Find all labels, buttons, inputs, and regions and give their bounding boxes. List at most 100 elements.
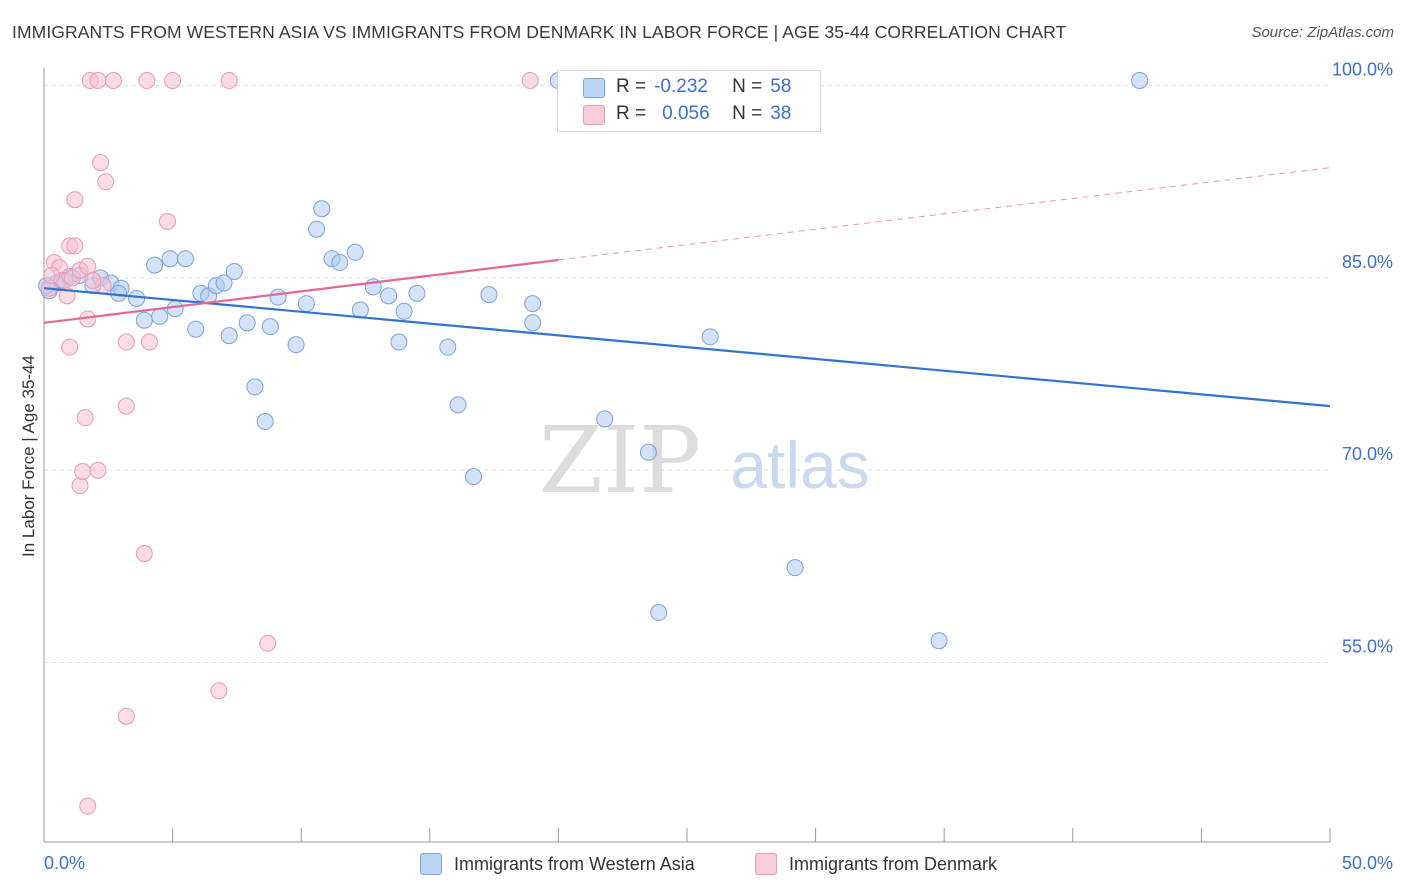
point-denmark [92, 154, 110, 172]
bottom-legend-western-asia: Immigrants from Western Asia [420, 851, 695, 877]
point-western-asia [146, 256, 164, 274]
point-denmark [117, 333, 135, 351]
watermark-zip: ZIP [539, 407, 701, 514]
legend-n-label: N = [732, 76, 763, 97]
point-western-asia [1131, 72, 1149, 90]
trendline-western-asia [43, 287, 1331, 408]
point-western-asia [449, 396, 467, 414]
point-denmark [210, 682, 228, 700]
point-western-asia [524, 295, 542, 313]
x-tick-label: 0.0% [44, 853, 85, 873]
point-western-asia [110, 284, 128, 302]
data-points [38, 72, 1149, 815]
y-tick-label: 85.0% [1342, 252, 1393, 272]
point-western-asia [261, 318, 279, 336]
point-denmark [117, 397, 135, 415]
legend-r-value: 0.056 [662, 103, 710, 124]
point-denmark [76, 409, 94, 427]
point-western-asia [701, 328, 719, 346]
point-western-asia [246, 378, 264, 396]
legend-r-label: R = [616, 76, 647, 97]
legend-swatch-pink [583, 105, 605, 125]
point-western-asia [161, 250, 179, 268]
point-denmark [58, 287, 76, 305]
point-denmark [97, 173, 115, 191]
legend-row-western-asia: R = -0.232 N = 58 [583, 75, 792, 99]
point-western-asia [390, 333, 408, 351]
point-western-asia [151, 307, 169, 325]
zipatlas-watermark: ZIP atlas [539, 407, 870, 514]
point-western-asia [480, 286, 498, 304]
point-western-asia [269, 288, 287, 306]
tick-labels: 55.0% 70.0% 85.0% 100.0% 0.0% 50.0% In Labor F… [19, 60, 1393, 873]
point-western-asia [187, 320, 205, 338]
point-western-asia [351, 301, 369, 319]
point-western-asia [650, 604, 668, 622]
point-denmark [84, 271, 102, 289]
point-western-asia [408, 284, 426, 302]
point-western-asia [287, 336, 305, 354]
point-western-asia [215, 274, 233, 292]
y-tick-label: 55.0% [1342, 637, 1393, 657]
y-axis-title: In Labor Force | Age 35-44 [19, 355, 38, 557]
point-western-asia [465, 468, 483, 486]
source-credit: Source: ZipAtlas.com [1251, 24, 1394, 41]
point-denmark [74, 463, 92, 481]
point-denmark [89, 461, 107, 479]
point-western-asia [225, 263, 243, 281]
legend-n-value: 38 [770, 103, 792, 124]
bottom-legend-swatch-pink [755, 853, 777, 875]
point-western-asia [166, 300, 184, 318]
chart-title: IMMIGRANTS FROM WESTERN ASIA VS IMMIGRAN… [12, 22, 1067, 42]
point-denmark [259, 634, 277, 652]
point-denmark [164, 72, 182, 90]
point-western-asia [238, 314, 256, 332]
point-western-asia [135, 311, 153, 329]
point-western-asia [439, 338, 457, 356]
bottom-legend-label: Immigrants from Denmark [789, 853, 998, 874]
point-denmark [140, 333, 158, 351]
point-denmark [220, 72, 238, 90]
point-western-asia [786, 559, 804, 577]
point-western-asia [128, 289, 146, 307]
point-denmark [158, 213, 176, 231]
point-western-asia [596, 410, 614, 428]
point-denmark [138, 72, 156, 90]
trendline-denmark-solid [43, 258, 559, 324]
point-denmark [79, 257, 97, 275]
bottom-legend-label: Immigrants from Western Asia [454, 853, 695, 874]
point-denmark [71, 477, 89, 495]
axes [43, 68, 1331, 843]
point-denmark [135, 545, 153, 563]
correlation-legend: R = -0.232 N = 58 R = 0.056 N = 38 [557, 70, 821, 132]
point-western-asia [220, 327, 238, 345]
point-western-asia [313, 200, 331, 218]
watermark-atlas: atlas [730, 428, 869, 502]
point-denmark [61, 338, 79, 356]
grid-lines [44, 85, 1330, 664]
point-western-asia [395, 302, 413, 320]
point-western-asia [256, 413, 274, 431]
y-tick-label: 100.0% [1332, 60, 1393, 80]
point-denmark [117, 707, 135, 725]
point-western-asia [297, 295, 315, 313]
point-denmark [66, 237, 84, 255]
point-western-asia [308, 220, 326, 238]
point-denmark [521, 72, 539, 90]
legend-row-denmark: R = 0.056 N = 38 [583, 102, 792, 126]
y-tick-label: 70.0% [1342, 444, 1393, 464]
point-denmark [79, 797, 97, 815]
point-western-asia [331, 254, 349, 272]
point-denmark [66, 191, 84, 209]
legend-r-value: -0.232 [654, 76, 708, 97]
bottom-legend-swatch-blue [420, 853, 442, 875]
legend-r-label: R = [616, 103, 647, 124]
x-tick-label: 50.0% [1342, 853, 1393, 873]
legend-n-value: 58 [770, 76, 792, 97]
legend-swatch-blue [583, 78, 605, 98]
point-denmark [104, 72, 122, 90]
point-western-asia [176, 250, 194, 268]
point-denmark [43, 266, 61, 284]
legend-n-label: N = [732, 103, 763, 124]
